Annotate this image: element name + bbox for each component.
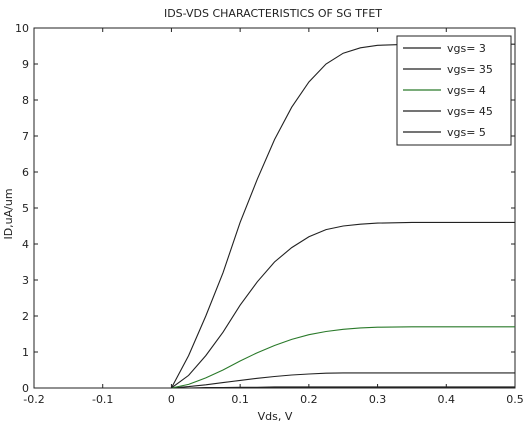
- x-tick-label: 0.4: [438, 393, 456, 406]
- series-line-3: [34, 326, 515, 389]
- y-tick-label: 3: [22, 274, 29, 287]
- series-line-4: [34, 221, 515, 389]
- legend-label: vgs= 4: [447, 84, 486, 97]
- x-tick-label: 0: [168, 393, 175, 406]
- legend: vgs= 3 vgs= 35 vgs= 4 vgs= 45 vgs= 5: [396, 35, 512, 146]
- y-tick-label: 4: [22, 238, 29, 251]
- axis-ticks: -0.2 -0.1 0 0.1 0.2 0.3 0.4 0.5 0 1 2 3 4 5 6 7 8 9 10: [15, 22, 524, 406]
- y-axis-label: ID,uA/um: [2, 188, 15, 239]
- y-tick-label: 6: [22, 166, 29, 179]
- x-tick-label: 0.3: [369, 393, 387, 406]
- y-tick-label: 1: [22, 346, 29, 359]
- legend-label: vgs= 45: [447, 105, 493, 118]
- x-tick-label: -0.1: [92, 393, 113, 406]
- series-line-1: [34, 386, 515, 389]
- x-tick-label: -0.2: [23, 393, 44, 406]
- legend-label: vgs= 5: [447, 126, 486, 139]
- chart-title: IDS-VDS CHARACTERISTICS OF SG TFET: [164, 7, 382, 20]
- y-tick-label: 5: [22, 202, 29, 215]
- y-tick-label: 9: [22, 58, 29, 71]
- legend-label: vgs= 3: [447, 42, 486, 55]
- series-line-2: [34, 372, 515, 389]
- y-tick-label: 10: [15, 22, 29, 35]
- x-tick-label: 0.5: [506, 393, 524, 406]
- legend-label: vgs= 35: [447, 63, 493, 76]
- x-tick-label: 0.1: [231, 393, 249, 406]
- y-tick-label: 8: [22, 94, 29, 107]
- y-tick-label: 2: [22, 310, 29, 323]
- y-tick-label: 0: [22, 382, 29, 395]
- y-tick-label: 7: [22, 130, 29, 143]
- x-axis-label: Vds, V: [258, 410, 293, 423]
- x-tick-label: 0.2: [300, 393, 318, 406]
